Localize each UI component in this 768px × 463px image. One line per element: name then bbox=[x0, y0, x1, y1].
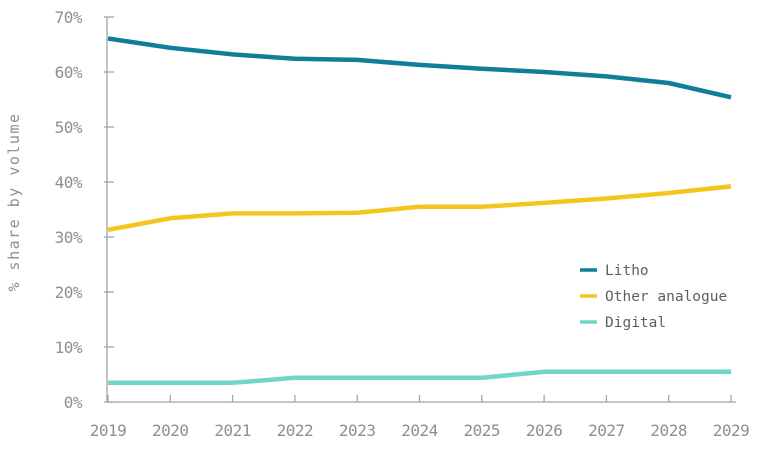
y-tick-label: 0% bbox=[64, 393, 83, 412]
legend-label: Litho bbox=[605, 263, 649, 279]
x-tick-label: 2027 bbox=[588, 421, 625, 440]
x-tick-label: 2029 bbox=[713, 421, 750, 440]
plot-lines bbox=[107, 36, 732, 386]
legend-item-digital: Digital bbox=[580, 315, 666, 331]
x-tick-label: 2025 bbox=[464, 421, 501, 440]
y-tick-label: 70% bbox=[55, 8, 83, 27]
y-tick-label: 30% bbox=[55, 228, 83, 247]
x-tick-label: 2023 bbox=[339, 421, 376, 440]
x-tick-label: 2022 bbox=[277, 421, 314, 440]
y-tick-label: 10% bbox=[55, 338, 83, 357]
y-tick-label: 60% bbox=[55, 63, 83, 82]
legend-label: Other analogue bbox=[605, 289, 727, 305]
y-axis-title: % share by volume bbox=[5, 112, 23, 291]
y-tick-label: 40% bbox=[55, 173, 83, 192]
x-axis: 2019 2020 2021 2022 2023 2024 2025 2026 2027 2028… bbox=[90, 395, 750, 440]
x-tick-label: 2020 bbox=[152, 421, 189, 440]
y-tick-label: 20% bbox=[55, 283, 83, 302]
x-tick-label: 2024 bbox=[401, 421, 438, 440]
series-line-digital bbox=[108, 369, 731, 386]
x-tick-label: 2021 bbox=[214, 421, 251, 440]
x-tick-label: 2019 bbox=[90, 421, 127, 440]
legend-item-other-analogue: Other analogue bbox=[580, 289, 727, 305]
x-tick-label: 2028 bbox=[650, 421, 687, 440]
y-axis: 0% 10% 20% 30% 40% 50% 60% 70% bbox=[55, 8, 114, 412]
series-line-litho bbox=[107, 36, 732, 100]
legend-item-litho: Litho bbox=[580, 263, 649, 279]
y-tick-label: 50% bbox=[55, 118, 83, 137]
series-line-other-analogue bbox=[107, 184, 732, 233]
legend: Litho Other analogue Digital bbox=[580, 263, 727, 331]
x-tick-label: 2026 bbox=[526, 421, 563, 440]
legend-label: Digital bbox=[605, 315, 666, 331]
